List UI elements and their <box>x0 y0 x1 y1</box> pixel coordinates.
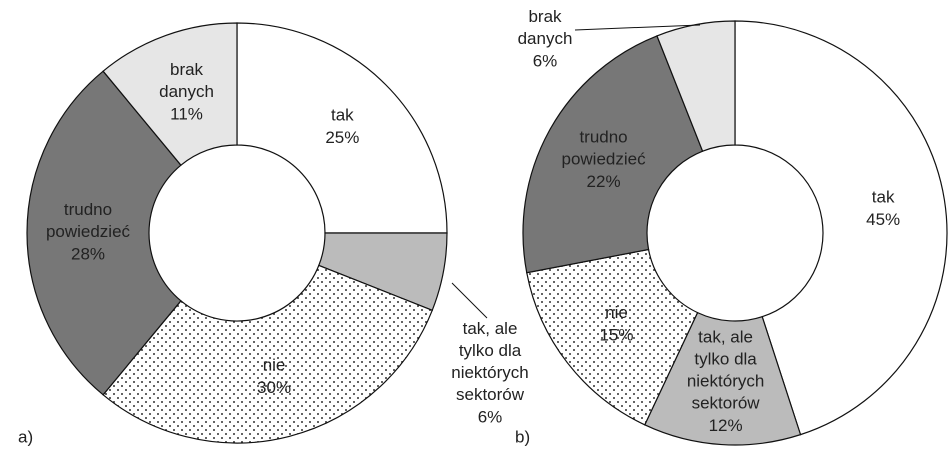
label-line: powiedzieć <box>561 150 646 169</box>
label-line: sektorów <box>456 385 525 404</box>
slice-label: tak <box>331 106 354 125</box>
donut-slice <box>522 35 704 274</box>
value-label: 15% <box>599 325 633 344</box>
value-label: 22% <box>587 172 621 191</box>
label-line: tak, ale <box>463 319 518 338</box>
donut-slice <box>26 70 182 396</box>
value-label: 28% <box>71 244 105 263</box>
label-line: tylko dla <box>694 350 757 369</box>
slice-label: brak danych <box>518 7 573 48</box>
value-label: 30% <box>257 378 291 397</box>
value-label: 6% <box>478 407 503 426</box>
label-line: tak, ale <box>698 328 753 347</box>
chart-label: b) <box>515 427 530 446</box>
chart-label: a) <box>18 427 33 446</box>
donut-slice <box>526 248 699 426</box>
donut-slice <box>236 22 448 234</box>
label-line: tylko dla <box>459 341 522 360</box>
label-line: niektórych <box>687 372 764 391</box>
label-line: brak <box>170 60 204 79</box>
slice-label: tak <box>872 188 895 207</box>
label-line: sektorów <box>692 394 761 413</box>
label-line: tak <box>872 188 895 207</box>
slice-label: nie <box>263 356 286 375</box>
label-line: tak <box>331 106 354 125</box>
slice-label: nie <box>605 303 628 322</box>
label-line: nie <box>605 303 628 322</box>
slice-label: tak, ale tylko dla niektórych sektorów <box>451 319 528 404</box>
label-line: brak <box>528 7 562 26</box>
slice-label: trudno powiedzieć <box>561 128 646 169</box>
leader-line <box>574 24 701 31</box>
value-label: 6% <box>533 51 558 70</box>
slice-label: tak, ale tylko dla niektórych sektorów <box>687 328 764 413</box>
label-line: nie <box>263 356 286 375</box>
label-line: powiedzieć <box>46 222 131 241</box>
donut-slice <box>734 20 948 436</box>
label-line: danych <box>159 82 214 101</box>
value-label: 12% <box>709 416 743 435</box>
donut-slice <box>102 22 238 167</box>
value-label: 45% <box>866 210 900 229</box>
donut-slice <box>643 311 802 446</box>
label-line: danych <box>518 29 573 48</box>
donut-slice <box>656 20 736 152</box>
value-label: 11% <box>170 104 203 123</box>
label-line: trudno <box>64 200 112 219</box>
label-line: trudno <box>579 128 627 147</box>
value-label: 25% <box>325 128 359 147</box>
slice-label: trudno powiedzieć <box>46 200 131 241</box>
slice-label: brak danych <box>159 60 214 101</box>
label-line: niektórych <box>451 363 528 382</box>
leader-line <box>451 282 488 319</box>
donut-slice <box>102 264 434 444</box>
